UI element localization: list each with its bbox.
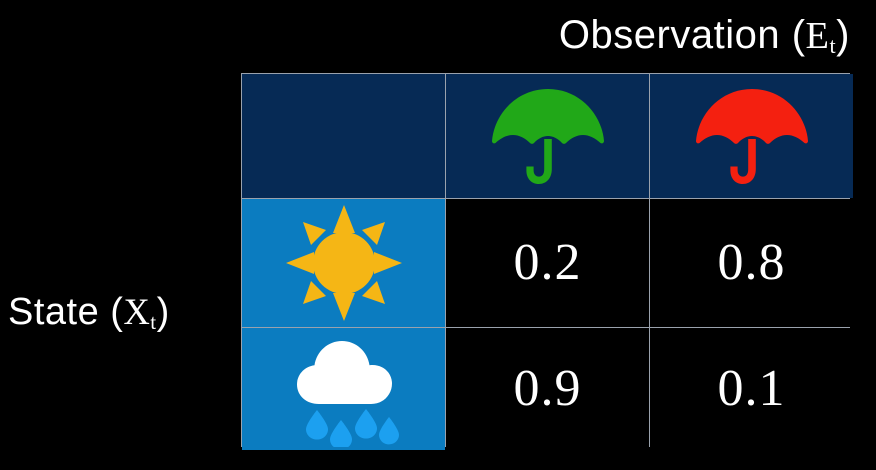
probability-value: 0.9 <box>513 360 582 417</box>
table-cell-sunny-umbrella-red: 0.8 <box>650 199 853 327</box>
observation-open-paren: ( <box>791 13 806 57</box>
probability-value: 0.1 <box>717 360 786 417</box>
table-cell-rainy-umbrella-green: 0.9 <box>446 328 649 450</box>
probability-value: 0.2 <box>513 234 582 291</box>
row-header-sunny <box>242 199 445 327</box>
column-header-umbrella-red <box>650 74 853 198</box>
row-header-rainy <box>242 328 445 450</box>
state-axis-label: State (Xt) <box>8 290 170 339</box>
table-corner-cell <box>242 74 445 198</box>
state-open-paren: ( <box>110 291 124 333</box>
observation-label-prefix: Observation <box>558 13 792 57</box>
column-header-umbrella-green <box>446 74 649 198</box>
observation-axis-label: Observation (Et) <box>559 12 850 64</box>
state-variable-letter: X <box>123 291 151 332</box>
sun-icon <box>284 203 404 323</box>
probability-matrix-table: 0.2 0.8 0.9 0.1 <box>241 73 853 450</box>
observation-close-paren: ) <box>836 13 850 57</box>
state-variable: Xt <box>123 291 157 334</box>
rain-cloud-icon <box>279 332 409 447</box>
state-close-paren: ) <box>156 291 170 333</box>
observation-variable: Et <box>805 15 837 58</box>
umbrella-red-icon <box>692 81 812 191</box>
table-cell-rainy-umbrella-red: 0.1 <box>650 328 853 450</box>
observation-variable-subscript: t <box>829 32 837 58</box>
state-variable-subscript: t <box>150 309 157 334</box>
table-cell-sunny-umbrella-green: 0.2 <box>446 199 649 327</box>
observation-variable-letter: E <box>805 15 830 57</box>
umbrella-green-icon <box>488 81 608 191</box>
state-label-prefix: State <box>8 291 111 333</box>
probability-value: 0.8 <box>717 234 786 291</box>
